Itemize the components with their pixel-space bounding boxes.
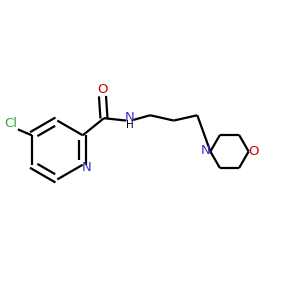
Text: Cl: Cl <box>4 117 18 130</box>
Text: O: O <box>248 145 258 158</box>
Text: H: H <box>126 120 134 130</box>
Text: N: N <box>125 111 134 124</box>
Text: N: N <box>201 144 211 157</box>
Text: N: N <box>82 160 92 174</box>
Text: O: O <box>97 83 108 96</box>
